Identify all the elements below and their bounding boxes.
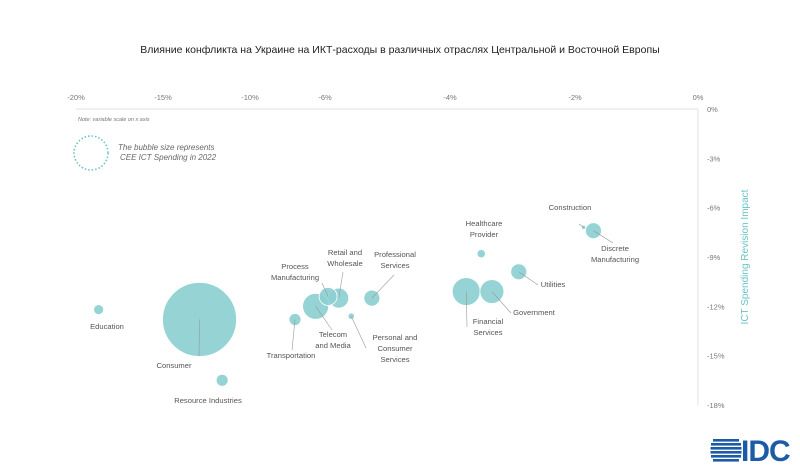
leader-line [321,282,329,297]
y-tick-label: -18% [707,401,725,410]
x-tick-label: -4% [443,93,457,102]
x-tick-label: -15% [154,93,172,102]
bubble-label: Consumer [377,344,412,353]
leader-line [593,230,614,244]
legend-text: The bubble size represents [118,143,215,152]
leader-line [315,306,333,331]
leader-line [491,291,512,314]
chart-title: Влияние конфликта на Украине на ИКТ-расх… [140,44,660,56]
bubble-label: Professional [374,250,416,259]
y-axis-label: ICT Spending Revision Impact [740,189,751,324]
logo-globe-icon [710,447,742,450]
axis-note: Note: variable scale on x axis [78,117,150,123]
logo-globe-icon [711,455,741,458]
bubble-label: Process [281,262,309,271]
bubble-label: and Media [315,341,351,350]
y-tick-label: 0% [707,105,718,114]
logo-text: IDC [741,435,790,468]
bubble-label: Retail and [328,248,362,257]
bubble-label: Education [90,322,124,331]
leader-line [518,271,539,286]
leader-line [198,319,200,357]
bubble-label: Financial [473,317,504,326]
leader-line [578,223,584,228]
leader-line [371,274,395,299]
bubble-label: Manufacturing [591,255,639,264]
y-tick-label: -9% [707,253,721,262]
bubble-label: Telecom [319,330,347,339]
y-tick-label: -15% [707,352,725,361]
bubble-label: Services [473,328,502,337]
bubble-label: Manufacturing [271,273,319,282]
bubble-label: Healthcare [466,219,503,228]
bubble-label: Discrete [601,244,629,253]
leader-line [465,291,468,328]
logo-globe-icon [710,451,742,454]
bubble [215,373,229,387]
y-tick-label: -3% [707,154,721,163]
y-tick-label: -6% [707,204,721,213]
bubble-label: Government [513,308,556,317]
x-tick-label: -6% [318,93,332,102]
leader-line [338,271,344,299]
idc-logo [710,439,742,462]
y-tick-label: -12% [707,302,725,311]
bubble-label: Services [380,355,409,364]
bubble-label: Services [380,261,409,270]
bubble-label: Resource Industries [174,396,242,405]
bubble-label: Utilities [541,280,566,289]
bubble-label: Provider [470,230,499,239]
bubble [93,304,105,316]
x-tick-label: -10% [241,93,259,102]
leader-line [350,316,367,349]
x-tick-label: 0% [693,93,704,102]
logo-globe-icon [713,439,739,442]
bubble-label: Transportation [267,351,316,360]
logo-globe-icon [711,443,741,446]
bubble-label: Personal and [373,333,418,342]
bubble-label: Wholesale [327,259,362,268]
x-tick-label: -20% [67,93,85,102]
bubble [477,249,486,258]
leader-line [291,319,296,351]
legend-bubble-icon [73,135,109,171]
legend-text: CEE ICT Spending in 2022 [120,153,217,162]
logo-globe-icon [713,459,739,462]
x-tick-label: -2% [568,93,582,102]
bubble-label: Construction [549,203,592,212]
bubble-label: Consumer [156,361,191,370]
bubble [585,222,602,240]
